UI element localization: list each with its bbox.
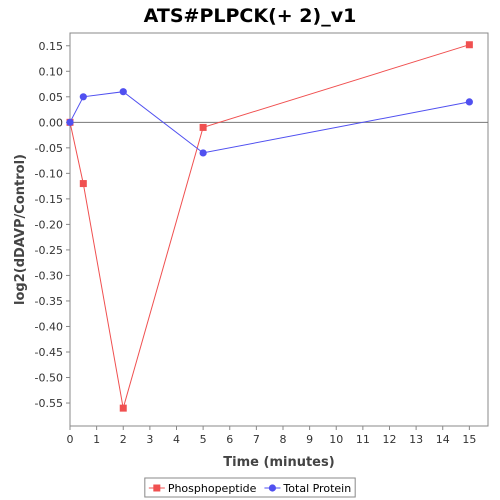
legend-marker [268, 484, 277, 492]
y-tick-label: -0.55 [35, 397, 63, 410]
x-tick-label: 3 [146, 433, 153, 446]
legend-box [144, 477, 356, 498]
legend: Phosphopeptide Total Protein [144, 477, 356, 498]
y-tick-label: -0.10 [35, 167, 63, 180]
x-tick-label: 4 [173, 433, 180, 446]
series-total-protein [66, 88, 473, 157]
y-tick-label: -0.45 [35, 346, 63, 359]
y-tick-label: -0.30 [35, 269, 63, 282]
y-axis-label: log2(dDAVP/Control) [13, 154, 28, 305]
x-tick-label: 2 [120, 433, 127, 446]
y-tick-label: -0.25 [35, 244, 63, 257]
chart-title: ATS#PLPCK(+ 2)_v1 [144, 5, 357, 27]
y-tick-label: -0.15 [35, 193, 63, 206]
data-point [465, 98, 473, 106]
series-layer [66, 41, 473, 412]
legend-label: Total Protein [282, 482, 351, 495]
y-tick-label: 0.10 [39, 65, 64, 78]
x-tick-label: 9 [306, 433, 313, 446]
y-tick-label: 0.15 [39, 40, 64, 53]
x-axis-label: Time (minutes) [223, 455, 334, 470]
data-point [66, 118, 74, 126]
x-axis: 0 1 2 3 4 5 6 7 8 9 10 11 12 13 14 15 [67, 426, 476, 446]
x-tick-label: 1 [93, 433, 100, 446]
data-point [199, 149, 207, 157]
y-tick-label: -0.20 [35, 218, 63, 231]
y-tick-label: -0.05 [35, 142, 63, 155]
x-tick-label: 0 [67, 433, 74, 446]
data-point [199, 123, 207, 131]
data-point [465, 41, 473, 49]
x-tick-label: 11 [356, 433, 370, 446]
data-point [79, 93, 87, 101]
x-tick-label: 15 [462, 433, 476, 446]
x-tick-label: 5 [200, 433, 207, 446]
y-tick-label: 0.00 [39, 116, 64, 129]
data-point [79, 180, 87, 188]
y-tick-label: 0.05 [39, 91, 64, 104]
y-tick-label: -0.35 [35, 295, 63, 308]
x-tick-label: 6 [226, 433, 233, 446]
x-tick-label: 8 [279, 433, 286, 446]
x-tick-label: 13 [409, 433, 423, 446]
x-tick-label: 12 [382, 433, 396, 446]
x-tick-label: 10 [329, 433, 343, 446]
legend-marker [153, 484, 161, 492]
plot-area [69, 32, 489, 427]
y-tick-label: -0.40 [35, 320, 63, 333]
legend-label: Phosphopeptide [168, 482, 257, 495]
y-axis: 0.15 0.10 0.05 0.00 -0.05 -0.10 -0.15 -0.20 -0.2… [35, 40, 70, 410]
data-point [119, 88, 127, 96]
data-point [119, 404, 127, 412]
x-tick-label: 7 [253, 433, 260, 446]
x-tick-label: 14 [436, 433, 450, 446]
y-tick-label: -0.50 [35, 372, 63, 385]
